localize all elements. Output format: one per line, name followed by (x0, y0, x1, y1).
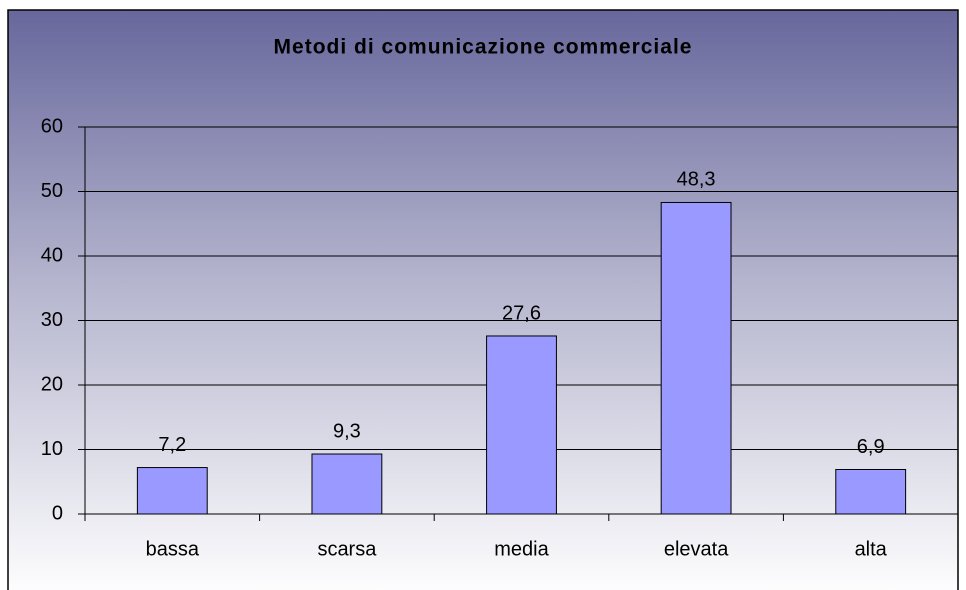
value-label: 48,3 (677, 169, 716, 191)
y-tick-label: 50 (41, 180, 63, 202)
y-tick-label: 10 (41, 438, 63, 460)
x-tick-label: bassa (146, 538, 200, 560)
y-tick-label: 40 (41, 244, 63, 266)
value-label: 7,2 (158, 434, 186, 456)
bar (486, 335, 557, 515)
bar (835, 468, 907, 515)
chart-title: Metodi di comunicazione commerciale (274, 36, 693, 59)
x-tick-label: alta (855, 538, 888, 560)
y-tick-label: 30 (41, 309, 63, 331)
x-tick-label: media (494, 538, 549, 560)
bar (136, 467, 208, 515)
bar (660, 201, 732, 515)
bar (311, 453, 383, 515)
value-label: 9,3 (333, 420, 361, 442)
value-label: 6,9 (857, 436, 885, 458)
x-tick-label: scarsa (317, 538, 377, 560)
x-tick-label: elevata (664, 538, 729, 560)
y-tick-label: 0 (52, 502, 63, 524)
value-label: 27,6 (502, 302, 541, 324)
y-tick-label: 60 (41, 115, 63, 137)
y-tick-label: 20 (41, 373, 63, 395)
